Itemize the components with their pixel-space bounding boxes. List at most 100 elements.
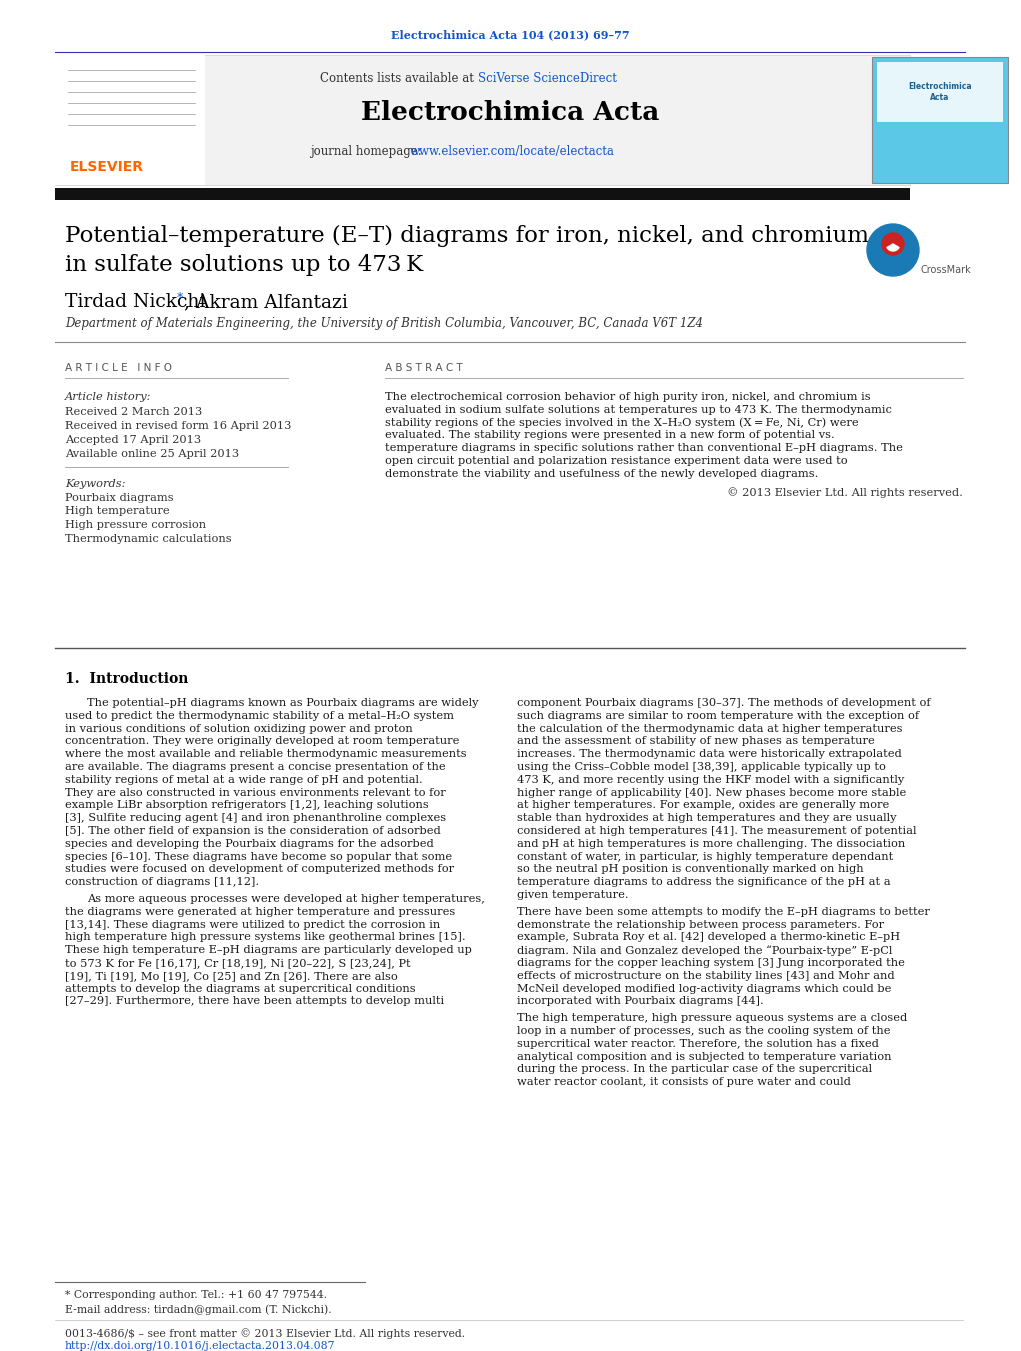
- Text: diagrams for the copper leaching system [3] Jung incorporated the: diagrams for the copper leaching system …: [517, 958, 905, 969]
- Text: considered at high temperatures [41]. The measurement of potential: considered at high temperatures [41]. Th…: [517, 825, 917, 836]
- Text: water reactor coolant, it consists of pure water and could: water reactor coolant, it consists of pu…: [517, 1077, 850, 1088]
- Text: Department of Materials Engineering, the University of British Columbia, Vancouv: Department of Materials Engineering, the…: [65, 317, 703, 331]
- Text: 0013-4686/$ – see front matter © 2013 Elsevier Ltd. All rights reserved.: 0013-4686/$ – see front matter © 2013 El…: [65, 1328, 466, 1339]
- Text: http://dx.doi.org/10.1016/j.electacta.2013.04.087: http://dx.doi.org/10.1016/j.electacta.20…: [65, 1342, 336, 1351]
- Text: open circuit potential and polarization resistance experiment data were used to: open circuit potential and polarization …: [385, 457, 847, 466]
- Text: constant of water, in particular, is highly temperature dependant: constant of water, in particular, is hig…: [517, 851, 893, 862]
- Text: Electrochimica
Acta: Electrochimica Acta: [909, 82, 972, 101]
- Text: *: *: [177, 293, 183, 305]
- Text: Contents lists available at: Contents lists available at: [321, 72, 478, 85]
- Text: evaluated. The stability regions were presented in a new form of potential vs.: evaluated. The stability regions were pr…: [385, 431, 835, 440]
- Text: Electrochimica Acta: Electrochimica Acta: [360, 100, 660, 124]
- Text: diagram. Nila and Gonzalez developed the “Pourbaix-type” E-pCl: diagram. Nila and Gonzalez developed the…: [517, 946, 892, 957]
- Text: Keywords:: Keywords:: [65, 480, 126, 489]
- Bar: [872, 57, 1008, 182]
- Text: www.elsevier.com/locate/electacta: www.elsevier.com/locate/electacta: [410, 146, 615, 158]
- Text: the calculation of the thermodynamic data at higher temperatures: the calculation of the thermodynamic dat…: [517, 724, 903, 734]
- Text: Available online 25 April 2013: Available online 25 April 2013: [65, 449, 239, 459]
- Text: analytical composition and is subjected to temperature variation: analytical composition and is subjected …: [517, 1051, 891, 1062]
- Text: loop in a number of processes, such as the cooling system of the: loop in a number of processes, such as t…: [517, 1025, 890, 1036]
- Text: A B S T R A C T: A B S T R A C T: [385, 363, 463, 373]
- Text: example, Subrata Roy et al. [42] developed a thermo-kinetic E–pH: example, Subrata Roy et al. [42] develop…: [517, 932, 901, 943]
- Text: incorporated with Pourbaix diagrams [44].: incorporated with Pourbaix diagrams [44]…: [517, 997, 764, 1006]
- Text: species [6–10]. These diagrams have become so popular that some: species [6–10]. These diagrams have beco…: [65, 851, 452, 862]
- Text: component Pourbaix diagrams [30–37]. The methods of development of: component Pourbaix diagrams [30–37]. The…: [517, 698, 930, 708]
- Text: construction of diagrams [11,12].: construction of diagrams [11,12].: [65, 877, 259, 888]
- Circle shape: [867, 224, 919, 276]
- Text: and the assessment of stability of new phases as temperature: and the assessment of stability of new p…: [517, 736, 875, 746]
- Text: There have been some attempts to modify the E–pH diagrams to better: There have been some attempts to modify …: [517, 907, 930, 917]
- Text: McNeil developed modified log-activity diagrams which could be: McNeil developed modified log-activity d…: [517, 984, 891, 993]
- Text: using the Criss–Cobble model [38,39], applicable typically up to: using the Criss–Cobble model [38,39], ap…: [517, 762, 886, 771]
- Text: demonstrate the viability and usefulness of the newly developed diagrams.: demonstrate the viability and usefulness…: [385, 469, 819, 478]
- Text: at higher temperatures. For example, oxides are generally more: at higher temperatures. For example, oxi…: [517, 800, 889, 811]
- Text: [3], Sulfite reducing agent [4] and iron phenanthroline complexes: [3], Sulfite reducing agent [4] and iron…: [65, 813, 446, 823]
- Circle shape: [882, 232, 904, 255]
- Text: increases. The thermodynamic data were historically extrapolated: increases. The thermodynamic data were h…: [517, 750, 902, 759]
- Text: Received 2 March 2013: Received 2 March 2013: [65, 407, 202, 417]
- Text: Thermodynamic calculations: Thermodynamic calculations: [65, 534, 232, 543]
- Text: The high temperature, high pressure aqueous systems are a closed: The high temperature, high pressure aque…: [517, 1013, 908, 1023]
- Text: E-mail address: tirdadn@gmail.com (T. Nickchi).: E-mail address: tirdadn@gmail.com (T. Ni…: [65, 1304, 332, 1315]
- Text: and pH at high temperatures is more challenging. The dissociation: and pH at high temperatures is more chal…: [517, 839, 906, 848]
- Text: such diagrams are similar to room temperature with the exception of: such diagrams are similar to room temper…: [517, 711, 919, 721]
- Text: High temperature: High temperature: [65, 507, 169, 516]
- Text: stability regions of metal at a wide range of pH and potential.: stability regions of metal at a wide ran…: [65, 775, 423, 785]
- Text: in various conditions of solution oxidizing power and proton: in various conditions of solution oxidiz…: [65, 724, 412, 734]
- Bar: [55, 55, 910, 185]
- Text: temperature diagrams to address the significance of the pH at a: temperature diagrams to address the sign…: [517, 877, 890, 888]
- Text: Article history:: Article history:: [65, 392, 151, 403]
- Text: in sulfate solutions up to 473 K: in sulfate solutions up to 473 K: [65, 254, 423, 276]
- Text: where the most available and reliable thermodynamic measurements: where the most available and reliable th…: [65, 750, 467, 759]
- Text: , Akram Alfantazi: , Akram Alfantazi: [184, 293, 348, 311]
- Text: used to predict the thermodynamic stability of a metal–H₂O system: used to predict the thermodynamic stabil…: [65, 711, 454, 721]
- Text: the diagrams were generated at higher temperature and pressures: the diagrams were generated at higher te…: [65, 907, 455, 917]
- Text: [5]. The other field of expansion is the consideration of adsorbed: [5]. The other field of expansion is the…: [65, 825, 441, 836]
- Text: high temperature high pressure systems like geothermal brines [15].: high temperature high pressure systems l…: [65, 932, 466, 943]
- Bar: [55, 55, 205, 185]
- Text: [27–29]. Furthermore, there have been attempts to develop multi: [27–29]. Furthermore, there have been at…: [65, 997, 444, 1006]
- Text: The electrochemical corrosion behavior of high purity iron, nickel, and chromium: The electrochemical corrosion behavior o…: [385, 392, 871, 403]
- Text: Received in revised form 16 April 2013: Received in revised form 16 April 2013: [65, 422, 291, 431]
- Text: higher range of applicability [40]. New phases become more stable: higher range of applicability [40]. New …: [517, 788, 907, 797]
- Text: evaluated in sodium sulfate solutions at temperatures up to 473 K. The thermodyn: evaluated in sodium sulfate solutions at…: [385, 405, 892, 415]
- Text: © 2013 Elsevier Ltd. All rights reserved.: © 2013 Elsevier Ltd. All rights reserved…: [727, 488, 963, 499]
- Text: stability regions of the species involved in the X–H₂O system (X = Fe, Ni, Cr) w: stability regions of the species involve…: [385, 417, 859, 428]
- Text: These high temperature E–pH diagrams are particularly developed up: These high temperature E–pH diagrams are…: [65, 946, 472, 955]
- Text: are available. The diagrams present a concise presentation of the: are available. The diagrams present a co…: [65, 762, 445, 771]
- Text: They are also constructed in various environments relevant to for: They are also constructed in various env…: [65, 788, 446, 797]
- Text: demonstrate the relationship between process parameters. For: demonstrate the relationship between pro…: [517, 920, 884, 929]
- Text: so the neutral pH position is conventionally marked on high: so the neutral pH position is convention…: [517, 865, 864, 874]
- Text: A R T I C L E   I N F O: A R T I C L E I N F O: [65, 363, 172, 373]
- Bar: [877, 62, 1003, 122]
- Text: * Corresponding author. Tel.: +1 60 47 797544.: * Corresponding author. Tel.: +1 60 47 7…: [65, 1290, 327, 1300]
- Text: 1.  Introduction: 1. Introduction: [65, 671, 189, 686]
- Text: [13,14]. These diagrams were utilized to predict the corrosion in: [13,14]. These diagrams were utilized to…: [65, 920, 440, 929]
- Text: [19], Ti [19], Mo [19], Co [25] and Zn [26]. There are also: [19], Ti [19], Mo [19], Co [25] and Zn […: [65, 971, 398, 981]
- Wedge shape: [887, 245, 900, 251]
- Text: The potential–pH diagrams known as Pourbaix diagrams are widely: The potential–pH diagrams known as Pourb…: [87, 698, 479, 708]
- Bar: [55, 188, 910, 200]
- Text: CrossMark: CrossMark: [920, 265, 971, 276]
- Text: supercritical water reactor. Therefore, the solution has a fixed: supercritical water reactor. Therefore, …: [517, 1039, 879, 1048]
- Text: As more aqueous processes were developed at higher temperatures,: As more aqueous processes were developed…: [87, 894, 485, 904]
- Text: given temperature.: given temperature.: [517, 890, 629, 900]
- Text: temperature diagrams in specific solutions rather than conventional E–pH diagram: temperature diagrams in specific solutio…: [385, 443, 903, 453]
- Text: effects of microstructure on the stability lines [43] and Mohr and: effects of microstructure on the stabili…: [517, 971, 894, 981]
- Text: High pressure corrosion: High pressure corrosion: [65, 520, 206, 530]
- Text: species and developing the Pourbaix diagrams for the adsorbed: species and developing the Pourbaix diag…: [65, 839, 434, 848]
- Text: Accepted 17 April 2013: Accepted 17 April 2013: [65, 435, 201, 444]
- Text: Electrochimica Acta 104 (2013) 69–77: Electrochimica Acta 104 (2013) 69–77: [391, 30, 629, 41]
- Text: SciVerse ScienceDirect: SciVerse ScienceDirect: [478, 72, 617, 85]
- Text: attempts to develop the diagrams at supercritical conditions: attempts to develop the diagrams at supe…: [65, 984, 416, 993]
- Text: stable than hydroxides at high temperatures and they are usually: stable than hydroxides at high temperatu…: [517, 813, 896, 823]
- Text: during the process. In the particular case of the supercritical: during the process. In the particular ca…: [517, 1065, 872, 1074]
- Text: concentration. They were originally developed at room temperature: concentration. They were originally deve…: [65, 736, 459, 746]
- Text: studies were focused on development of computerized methods for: studies were focused on development of c…: [65, 865, 454, 874]
- Text: ELSEVIER: ELSEVIER: [70, 159, 144, 174]
- Text: Potential–temperature (E–T) diagrams for iron, nickel, and chromium: Potential–temperature (E–T) diagrams for…: [65, 226, 869, 247]
- Text: example LiBr absorption refrigerators [1,2], leaching solutions: example LiBr absorption refrigerators [1…: [65, 800, 429, 811]
- Text: Pourbaix diagrams: Pourbaix diagrams: [65, 493, 174, 503]
- Text: 473 K, and more recently using the HKF model with a significantly: 473 K, and more recently using the HKF m…: [517, 775, 905, 785]
- Text: Tirdad Nickchi: Tirdad Nickchi: [65, 293, 205, 311]
